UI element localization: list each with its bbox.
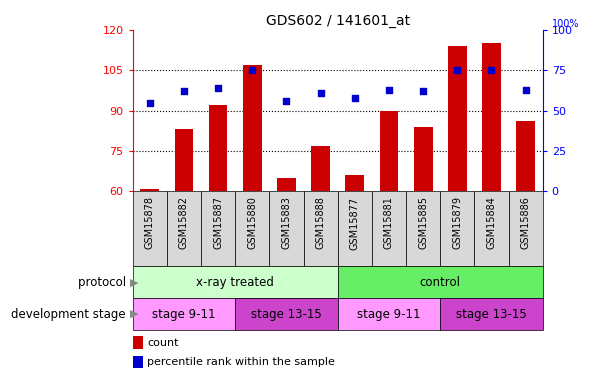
Bar [133, 298, 235, 330]
Text: GSM15886: GSM15886 [520, 196, 531, 249]
Text: GSM15883: GSM15883 [282, 196, 291, 249]
Bar [448, 46, 467, 191]
Point [316, 90, 326, 96]
Point [350, 95, 359, 101]
Bar [201, 191, 235, 266]
Text: percentile rank within the sample: percentile rank within the sample [147, 357, 335, 367]
Text: GSM15879: GSM15879 [452, 196, 463, 249]
Bar [133, 336, 142, 349]
Title: GDS602 / 141601_at: GDS602 / 141601_at [265, 13, 410, 28]
Bar [133, 356, 142, 368]
Bar [209, 105, 227, 191]
Text: GSM15887: GSM15887 [213, 196, 223, 249]
Bar [235, 298, 338, 330]
Point [247, 68, 257, 74]
Text: GSM15878: GSM15878 [145, 196, 155, 249]
Point [418, 88, 428, 94]
Bar [338, 191, 372, 266]
Bar [174, 129, 194, 191]
Bar [270, 191, 303, 266]
Text: GSM15881: GSM15881 [384, 196, 394, 249]
Bar [440, 191, 475, 266]
Point [282, 98, 291, 104]
Bar [277, 178, 296, 191]
Point [452, 68, 462, 74]
Text: GSM15877: GSM15877 [350, 196, 360, 250]
Text: GSM15884: GSM15884 [487, 196, 496, 249]
Text: stage 13-15: stage 13-15 [456, 308, 527, 321]
Bar [133, 266, 338, 298]
Bar [372, 191, 406, 266]
Point [179, 88, 189, 94]
Text: stage 9-11: stage 9-11 [152, 308, 216, 321]
Bar [140, 189, 159, 191]
Text: protocol: protocol [78, 276, 130, 289]
Bar [440, 298, 543, 330]
Text: count: count [147, 338, 179, 348]
Bar [133, 191, 167, 266]
Text: development stage: development stage [11, 308, 130, 321]
Bar [235, 191, 270, 266]
Bar [346, 175, 364, 191]
Text: GSM15880: GSM15880 [247, 196, 257, 249]
Bar [303, 191, 338, 266]
Point [384, 87, 394, 93]
Text: GSM15888: GSM15888 [315, 196, 326, 249]
Bar [516, 122, 535, 191]
Bar [508, 191, 543, 266]
Text: 100%: 100% [552, 19, 579, 29]
Bar [379, 111, 399, 191]
Bar [243, 65, 262, 191]
Text: ▶: ▶ [130, 277, 138, 287]
Bar [414, 127, 432, 191]
Text: ▶: ▶ [130, 309, 138, 319]
Bar [311, 146, 330, 191]
Bar [167, 191, 201, 266]
Text: control: control [420, 276, 461, 289]
Point [145, 100, 154, 106]
Point [521, 87, 531, 93]
Bar [475, 191, 508, 266]
Point [487, 68, 496, 74]
Text: GSM15885: GSM15885 [418, 196, 428, 249]
Point [213, 85, 223, 91]
Text: stage 9-11: stage 9-11 [357, 308, 421, 321]
Bar [338, 298, 440, 330]
Bar [338, 266, 543, 298]
Bar [406, 191, 440, 266]
Text: stage 13-15: stage 13-15 [251, 308, 322, 321]
Text: x-ray treated: x-ray treated [196, 276, 274, 289]
Text: GSM15882: GSM15882 [179, 196, 189, 249]
Bar [482, 44, 501, 191]
